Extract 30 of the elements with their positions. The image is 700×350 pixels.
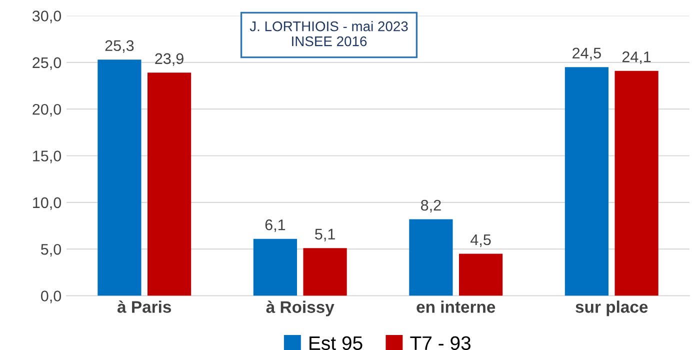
bar [458, 254, 503, 296]
y-tick-label: 25,0 [32, 57, 62, 70]
y-tick-label: 10,0 [33, 197, 62, 210]
data-label: 4,5 [470, 234, 491, 247]
bar [303, 248, 347, 296]
bar [253, 238, 298, 296]
x-tick-label: à Roissy [266, 300, 334, 316]
bar [147, 72, 192, 296]
data-label: 24,1 [622, 51, 651, 64]
bar [409, 219, 453, 296]
annotation: J. LORTHIOIS - mai 2023 INSEE 2016 [250, 21, 408, 46]
x-tick-label: en interne [416, 300, 496, 313]
x-tick-label: sur place [576, 300, 648, 316]
data-label: 6,1 [265, 219, 286, 232]
y-tick-label: 5,0 [41, 244, 62, 257]
bar [564, 67, 609, 296]
y-tick-label: 30,0 [32, 10, 62, 24]
y-tick-label: 0,0 [41, 290, 62, 304]
data-label: 24,5 [572, 48, 601, 60]
data-label: 23,9 [155, 53, 184, 66]
data-label: 8,2 [421, 200, 441, 212]
bar [98, 60, 142, 296]
y-tick-label: 15,0 [33, 150, 62, 164]
x-tick-label: à Paris [117, 300, 172, 313]
y-tick-label: 20,0 [32, 104, 62, 117]
data-label: 5,1 [315, 228, 335, 242]
legend-label: Est 95 [310, 336, 362, 350]
data-label: 25,3 [105, 40, 134, 53]
legend-label: T7 - 93 [410, 336, 471, 350]
bar [614, 70, 658, 296]
